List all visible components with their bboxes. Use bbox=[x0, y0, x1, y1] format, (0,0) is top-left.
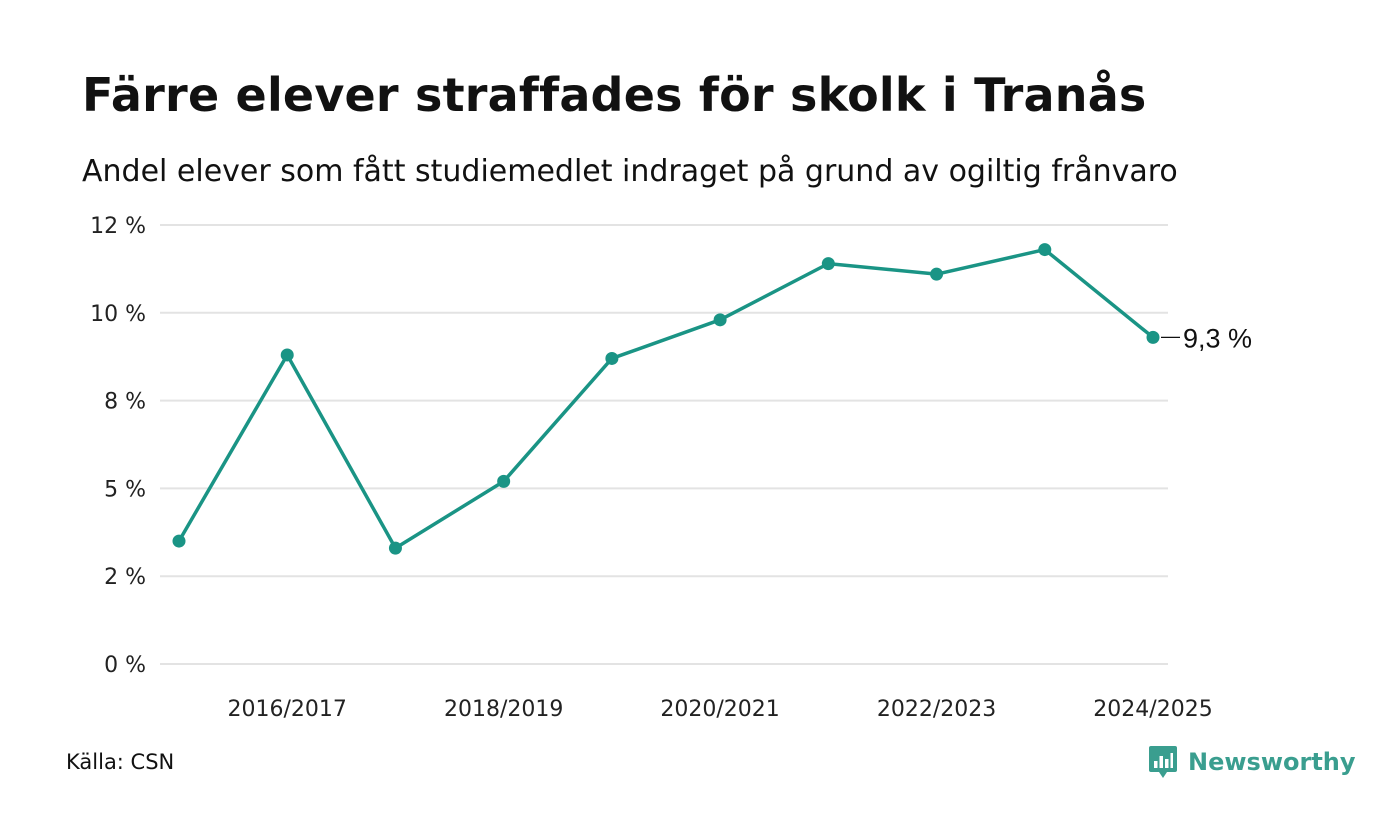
y-tick-label: 0 % bbox=[104, 653, 146, 678]
y-axis-ticks: 0 % 2 % 5 % 8 % 10 % 12 % bbox=[90, 214, 146, 678]
y-tick-label: 5 % bbox=[104, 477, 146, 502]
end-value-label: 9,3 % bbox=[1183, 323, 1252, 353]
x-tick-label: 2022/2023 bbox=[877, 697, 996, 722]
end-label-layer: 9,3 % bbox=[1161, 323, 1252, 353]
grid-lines bbox=[160, 224, 1168, 665]
data-point bbox=[388, 541, 402, 555]
series-line bbox=[177, 247, 1155, 550]
data-point bbox=[821, 257, 835, 271]
x-tick-label: 2024/2025 bbox=[1093, 697, 1212, 722]
source-note: Källa: CSN bbox=[66, 750, 175, 774]
y-tick-label: 8 % bbox=[104, 390, 146, 415]
data-point bbox=[172, 534, 186, 548]
data-point bbox=[280, 348, 294, 362]
series-line-layer bbox=[177, 247, 1155, 550]
brand-name: Newsworthy bbox=[1188, 748, 1356, 776]
y-tick-label: 12 % bbox=[90, 214, 146, 239]
y-tick-label: 10 % bbox=[90, 302, 146, 327]
data-point bbox=[1038, 243, 1052, 257]
data-point bbox=[605, 351, 619, 365]
x-tick-label: 2018/2019 bbox=[444, 697, 563, 722]
data-point bbox=[930, 267, 944, 281]
data-point bbox=[1146, 330, 1160, 344]
newsworthy-logo-icon bbox=[1149, 746, 1177, 778]
x-tick-label: 2016/2017 bbox=[228, 697, 347, 722]
data-point bbox=[713, 313, 727, 327]
y-tick-label: 2 % bbox=[104, 565, 146, 590]
chart-title: Färre elever straffades för skolk i Tran… bbox=[82, 68, 1147, 122]
data-points bbox=[172, 243, 1160, 555]
data-point bbox=[497, 474, 511, 488]
chart-subtitle: Andel elever som fått studiemedlet indra… bbox=[82, 154, 1178, 189]
brand-logo: Newsworthy bbox=[1148, 744, 1356, 780]
x-axis-ticks: 2016/2017 2018/2019 2020/2021 2022/2023 2024… bbox=[228, 697, 1213, 722]
x-tick-label: 2020/2021 bbox=[660, 697, 779, 722]
